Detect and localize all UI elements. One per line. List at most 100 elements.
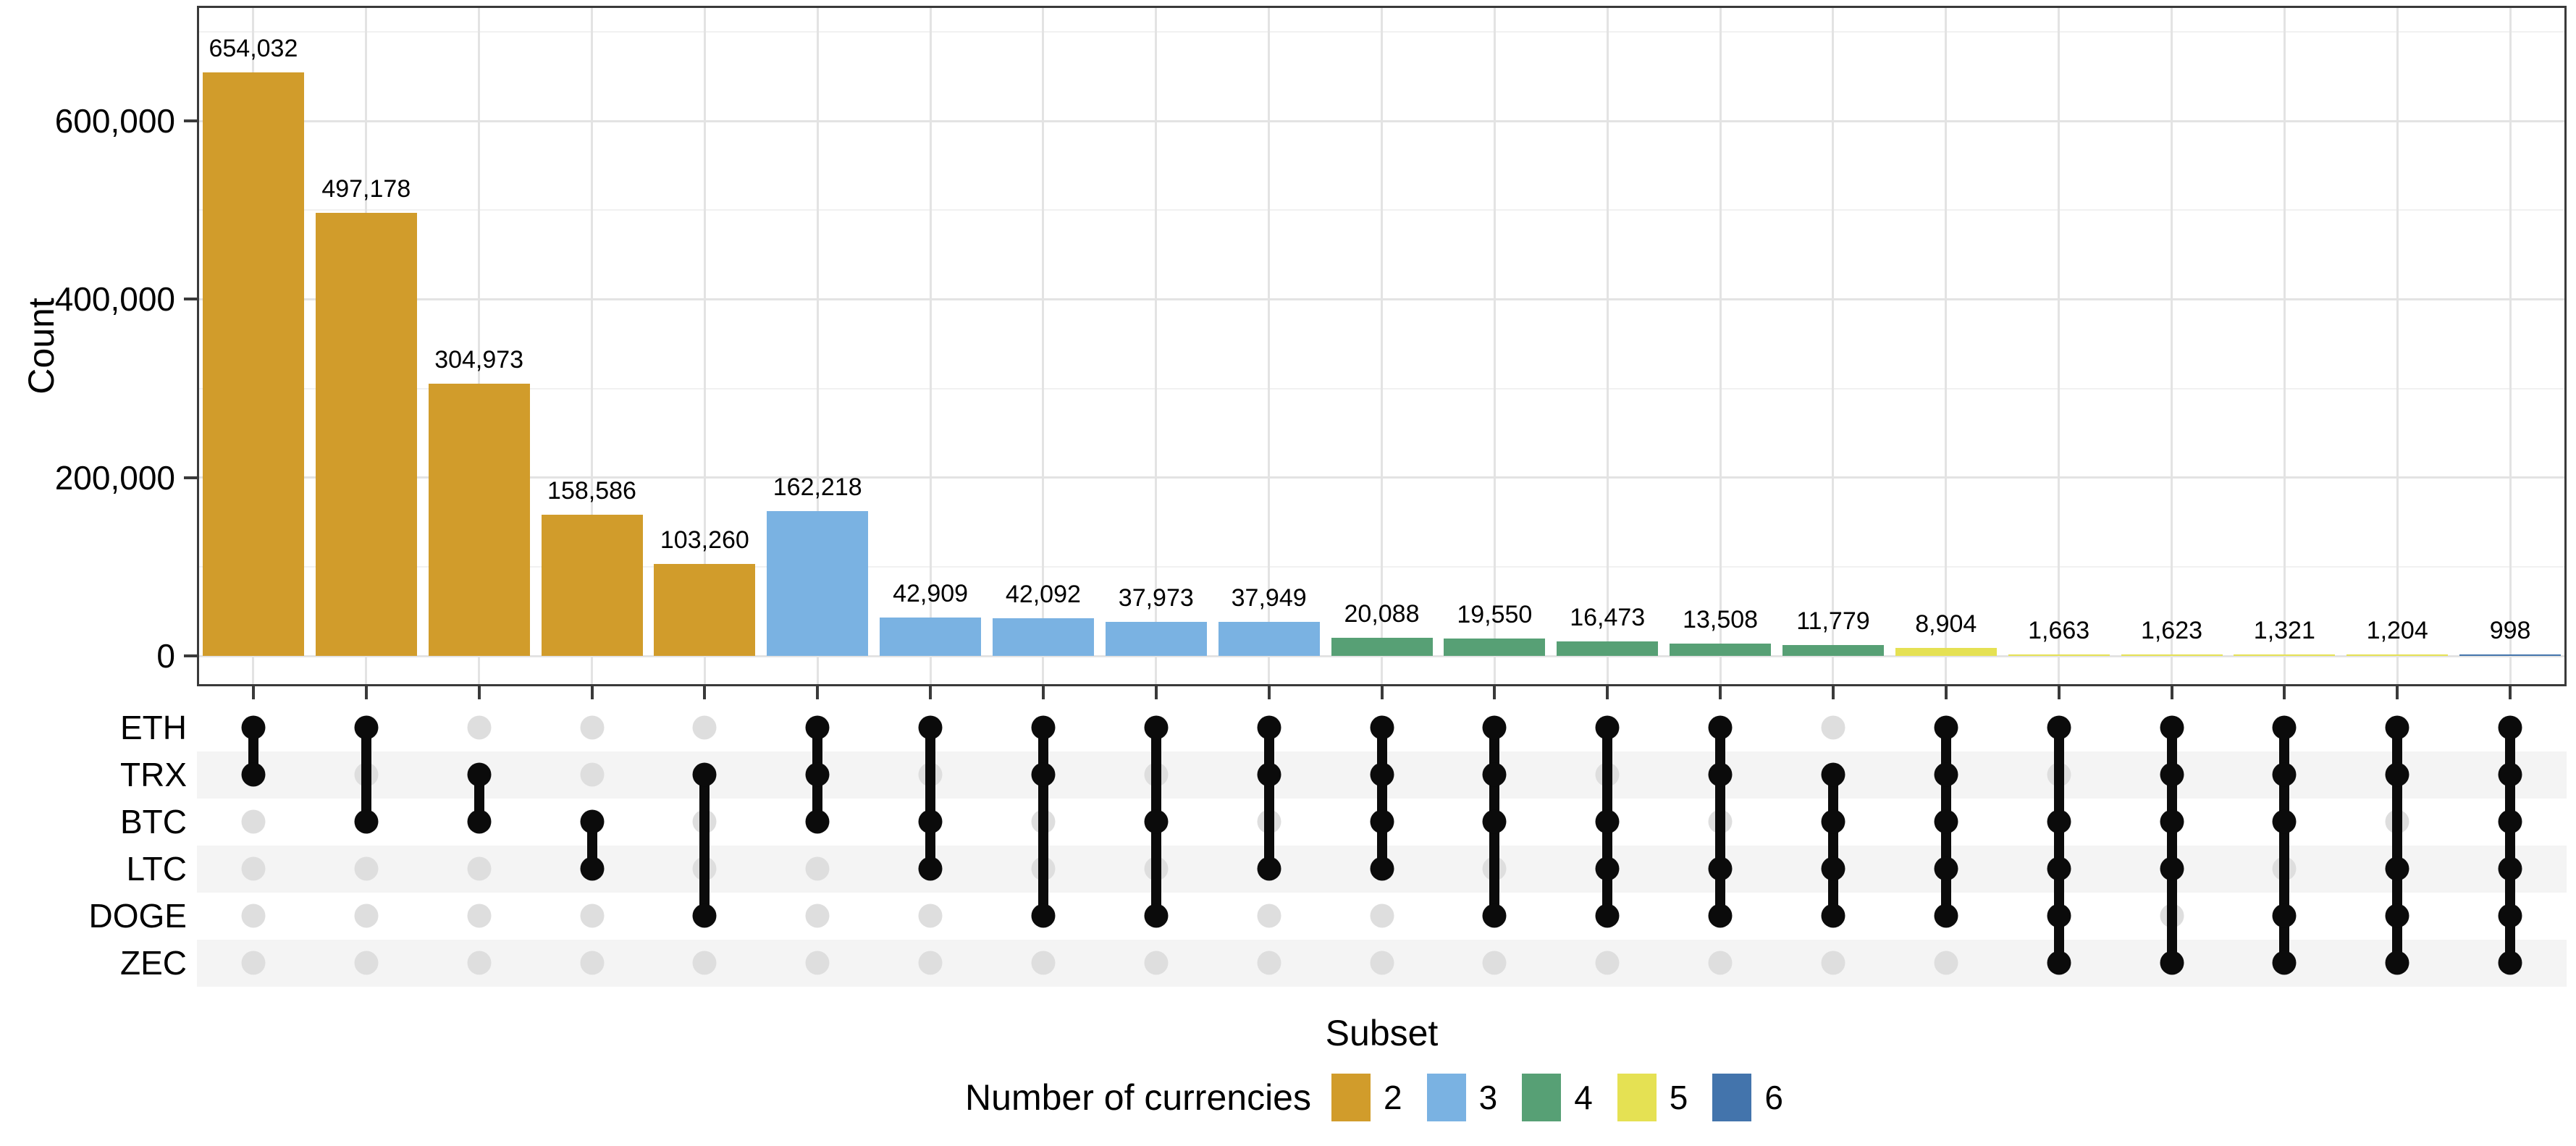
matrix-connector-line <box>1827 775 1838 916</box>
legend-item-4: 4 <box>1522 1074 1593 1121</box>
bar-value-label: 42,909 <box>893 580 969 608</box>
matrix-dot-inactive <box>467 856 492 881</box>
matrix-dot-inactive <box>1144 951 1169 975</box>
matrix-dot-active <box>2160 715 2184 740</box>
matrix-connector-line <box>1376 728 1387 869</box>
matrix-row-label-ETH: ETH <box>120 709 187 746</box>
bar-value-label: 162,218 <box>773 473 862 502</box>
x-axis-tick-mark <box>816 686 820 699</box>
y-axis-tick-mark <box>184 119 197 122</box>
bar-ETH-TRX-BTC-DOGE <box>1444 638 1546 656</box>
matrix-dot-inactive <box>580 951 604 975</box>
bar-ETH-BTC-LTC-DOGE <box>1557 641 1659 656</box>
legend-item-5: 5 <box>1617 1074 1688 1121</box>
legend-item-6: 6 <box>1712 1074 1783 1121</box>
legend: Number of currencies 2 3 4 5 6 <box>197 1074 2576 1121</box>
y-axis-tick-mark <box>184 476 197 479</box>
bar-ETH-BTC-LTC-DOGE-ZEC <box>2008 654 2110 656</box>
matrix-dot-active <box>1482 903 1507 928</box>
matrix-dot-active <box>2498 903 2522 928</box>
matrix-dot-active <box>2272 809 2297 834</box>
x-axis-tick-mark <box>1493 686 1497 699</box>
gridline-vertical <box>478 6 481 686</box>
matrix-dot-active <box>1595 856 1620 881</box>
matrix-dot-inactive <box>580 715 604 740</box>
matrix-dot-active <box>2047 809 2071 834</box>
legend-swatch-2 <box>1331 1074 1371 1121</box>
bar-value-label: 13,508 <box>1683 606 1759 634</box>
bar-ETH-TRX-BTC-LTC <box>1331 638 1433 656</box>
bar-value-label: 654,032 <box>209 35 298 63</box>
legend-label-5: 5 <box>1669 1079 1688 1116</box>
x-axis-tick-mark <box>2170 686 2173 699</box>
matrix-dot-active <box>1370 762 1394 787</box>
matrix-dot-active <box>1370 715 1394 740</box>
x-axis-tick-mark <box>590 686 594 699</box>
matrix-dot-inactive <box>1031 951 1056 975</box>
matrix-dot-active <box>1934 809 1958 834</box>
matrix-row-label-LTC: LTC <box>126 850 188 888</box>
gridline-vertical <box>1268 6 1271 686</box>
bar-value-label: 304,973 <box>434 346 524 374</box>
matrix-dot-inactive <box>241 951 266 975</box>
matrix-dot-inactive <box>1370 951 1394 975</box>
matrix-dot-inactive <box>241 903 266 928</box>
matrix-dot-inactive <box>918 951 943 975</box>
gridline-vertical <box>1381 6 1383 686</box>
gridline-vertical <box>929 6 932 686</box>
matrix-dot-active <box>1482 715 1507 740</box>
x-axis-tick-mark <box>1041 686 1045 699</box>
gridline-vertical <box>591 6 593 686</box>
matrix-dot-inactive <box>1934 951 1958 975</box>
matrix-dot-inactive <box>918 903 943 928</box>
matrix-dot-active <box>2385 903 2409 928</box>
matrix-dot-active <box>2272 762 2297 787</box>
matrix-dot-active <box>1031 762 1056 787</box>
bar-BTC-LTC <box>541 514 643 656</box>
bar-ETH-TRX-BTC-LTC-DOGE-ZEC <box>2459 654 2562 656</box>
matrix-dot-active <box>467 762 492 787</box>
matrix-dot-active <box>1708 856 1733 881</box>
matrix-row-label-ZEC: ZEC <box>120 944 187 982</box>
matrix-dot-inactive <box>1370 903 1394 928</box>
x-axis-tick-mark <box>703 686 707 699</box>
matrix-dot-active <box>1144 715 1169 740</box>
gridline-vertical <box>1606 6 1609 686</box>
gridline-vertical <box>2396 6 2399 686</box>
matrix-dot-active <box>2385 762 2409 787</box>
matrix-dot-inactive <box>467 715 492 740</box>
x-axis-tick-mark <box>1267 686 1271 699</box>
legend-swatch-3 <box>1426 1074 1466 1121</box>
bar-value-label: 497,178 <box>321 174 411 203</box>
bar-ETH-TRX-DOGE <box>992 618 1094 656</box>
matrix-connector-line <box>925 728 936 869</box>
legend-swatch-6 <box>1712 1074 1752 1121</box>
matrix-dot-active <box>2160 951 2184 975</box>
matrix-row-label-BTC: BTC <box>120 803 187 840</box>
bar-value-label: 19,550 <box>1457 600 1533 628</box>
matrix-dot-active <box>692 903 717 928</box>
legend-swatch-4 <box>1522 1074 1562 1121</box>
x-axis-tick-mark <box>2283 686 2286 699</box>
bar-ETH-BTC-LTC <box>880 618 982 656</box>
matrix-dot-inactive <box>692 951 717 975</box>
matrix-dot-active <box>1031 715 1056 740</box>
legend-item-2: 2 <box>1331 1074 1402 1121</box>
matrix-dot-inactive <box>580 903 604 928</box>
bar-value-label: 103,260 <box>660 526 749 554</box>
gridline-vertical <box>2058 6 2061 686</box>
matrix-dot-active <box>580 856 604 881</box>
matrix-dot-active <box>1257 856 1281 881</box>
matrix-dot-inactive <box>1821 715 1845 740</box>
matrix-connector-line <box>361 728 371 822</box>
x-axis-tick-mark <box>1606 686 1609 699</box>
matrix-dot-active <box>2047 856 2071 881</box>
bar-ETH-TRX-LTC-DOGE-ZEC <box>2346 654 2449 656</box>
bar-ETH-TRX-BTC-LTC-DOGE <box>1895 648 1997 656</box>
matrix-dot-active <box>1144 809 1169 834</box>
matrix-dot-inactive <box>692 715 717 740</box>
matrix-dot-inactive <box>241 856 266 881</box>
matrix-dot-active <box>918 856 943 881</box>
matrix-dot-active <box>2047 715 2071 740</box>
